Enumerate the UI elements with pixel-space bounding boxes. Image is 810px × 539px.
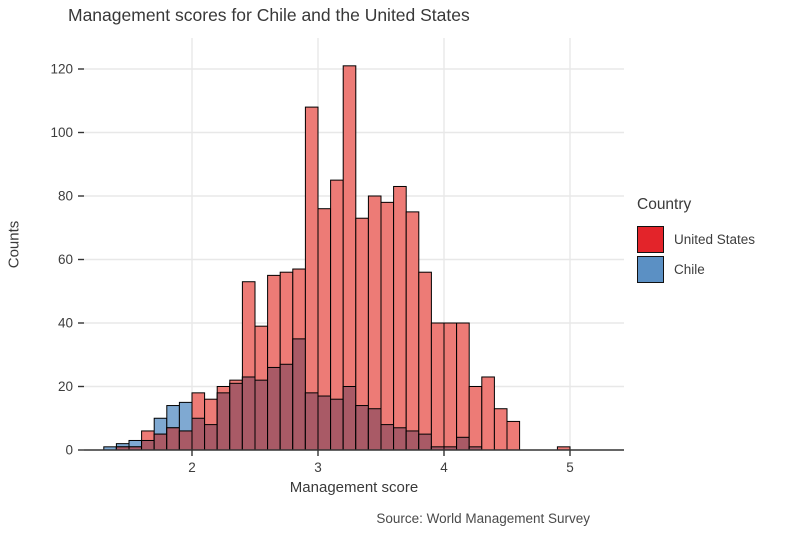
y-tick-label: 0 <box>65 443 73 458</box>
chart-title: Management scores for Chile and the Unit… <box>68 5 470 25</box>
overlap-bar <box>191 417 206 451</box>
y-axis-title: Counts <box>5 220 23 269</box>
legend-label-united-states: United States <box>674 231 756 247</box>
overlap-bar <box>418 433 432 451</box>
overlap-bar <box>355 405 369 451</box>
overlap-bar <box>380 424 395 451</box>
us-bar <box>393 185 407 451</box>
overlap-bar <box>254 379 269 451</box>
y-tick-label: 60 <box>58 252 73 267</box>
overlap-bar <box>279 363 294 451</box>
overlap-bar <box>153 433 168 451</box>
x-tick-label: 5 <box>566 460 574 475</box>
overlap-bar <box>292 338 306 451</box>
overlap-bar <box>141 439 155 451</box>
overlap-bar <box>304 392 319 451</box>
legend: Country United States Chile <box>637 196 755 284</box>
y-tick-label: 120 <box>50 62 73 77</box>
legend-item-united-states: United States <box>637 224 755 254</box>
overlap-bar <box>166 427 180 451</box>
y-tick-label: 80 <box>58 189 73 204</box>
x-tick-label: 2 <box>188 460 196 475</box>
legend-swatch-chile <box>637 255 664 283</box>
overlap-bar <box>204 424 218 451</box>
overlap-bar <box>393 427 407 451</box>
overlap-bar <box>229 382 243 451</box>
overlap-bar <box>330 398 344 451</box>
x-axis-title: Management score <box>289 479 419 496</box>
overlap-bar <box>178 430 193 451</box>
overlap-bar <box>456 436 470 451</box>
us-bar <box>443 322 458 451</box>
us-bar <box>493 408 508 451</box>
us-bar <box>456 322 470 451</box>
overlap-bar <box>367 408 382 451</box>
overlap-bar <box>342 386 357 451</box>
us-bar <box>405 211 420 451</box>
overlap-bar <box>317 395 332 451</box>
x-tick-label: 3 <box>314 460 322 475</box>
legend-item-chile: Chile <box>637 254 755 284</box>
us-bar <box>380 201 395 451</box>
legend-label-chile: Chile <box>674 261 705 277</box>
legend-swatch-united-states <box>637 225 664 253</box>
overlap-bar <box>241 376 256 451</box>
source-caption: Source: World Management Survey <box>376 511 590 526</box>
y-tick-label: 20 <box>58 379 73 394</box>
us-bar <box>468 386 483 451</box>
us-bar <box>418 271 432 451</box>
x-tick-label: 4 <box>440 460 448 475</box>
us-bar <box>430 322 445 451</box>
legend-title: Country <box>637 196 692 213</box>
overlap-bar <box>405 430 420 451</box>
y-tick-label: 40 <box>58 316 73 331</box>
us-bar <box>506 420 521 451</box>
y-tick-label: 100 <box>50 125 73 140</box>
overlap-bar <box>216 392 231 451</box>
us-bar <box>481 376 495 451</box>
overlap-bar <box>267 366 281 451</box>
